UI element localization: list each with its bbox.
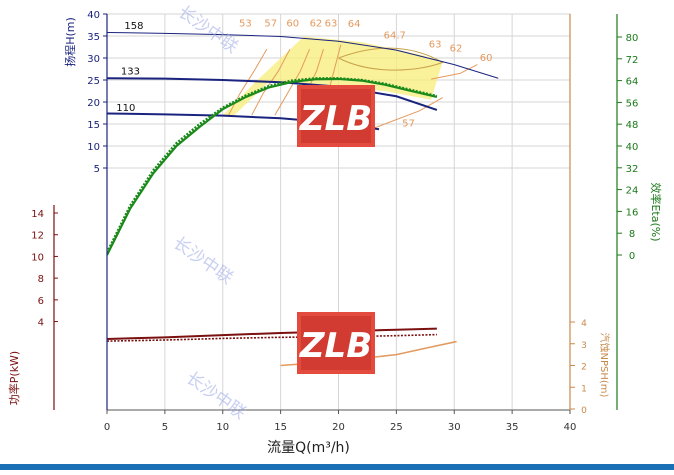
- head-tick-label: 5: [94, 164, 100, 175]
- head-axis-title: 扬程H(m): [63, 17, 77, 67]
- zlb-logo: ZLB: [297, 312, 375, 374]
- x-tick-label: 25: [390, 422, 403, 433]
- iso-efficiency-label: 62: [310, 18, 323, 29]
- power-tick-label: 6: [38, 296, 44, 307]
- power-tick-label: 12: [31, 231, 44, 242]
- axis-layer: 0 5 10 15 20 25 30 35 40流量Q(m³/h)510152025303540…: [7, 10, 663, 456]
- x-tick-label: 15: [274, 422, 287, 433]
- x-tick-label: 35: [506, 422, 519, 433]
- x-tick-label: 30: [448, 422, 461, 433]
- zlb-logo: ZLB: [297, 85, 375, 147]
- efficiency-tick-label: 24: [626, 186, 639, 197]
- efficiency-curve: [107, 77, 438, 254]
- iso-efficiency-label: 57: [264, 18, 277, 29]
- iso-efficiency-loop: [338, 47, 444, 71]
- iso-efficiency-label: 60: [286, 18, 299, 29]
- efficiency-tick-label: 16: [626, 207, 639, 218]
- iso-efficiency-label: 64: [348, 19, 361, 30]
- logo-text: ZLB: [299, 326, 372, 366]
- head-tick-label: 25: [87, 76, 100, 87]
- head-curve-label-158: 158: [124, 21, 143, 32]
- head-tick-label: 40: [87, 10, 100, 21]
- power-tick-label: 8: [38, 274, 44, 285]
- head-tick-label: 20: [87, 98, 100, 109]
- x-tick-label: 40: [564, 422, 577, 433]
- head-curve-label-110: 110: [116, 103, 135, 114]
- logo-inner: [301, 89, 371, 143]
- iso-efficiency-label: 62: [450, 43, 463, 54]
- x-tick-label: 20: [332, 422, 345, 433]
- npsh-tick-label: 0: [581, 406, 587, 416]
- power-tick-label: 4: [38, 318, 44, 329]
- power-tick-label: 14: [31, 209, 44, 220]
- iso-efficiency-label: 57: [402, 119, 415, 130]
- logo-inner: [301, 316, 371, 370]
- efficiency-tick-label: 48: [626, 120, 639, 131]
- iso-efficiency-label: 63: [429, 39, 442, 50]
- npsh-axis-title: 汽蚀NPSH(m): [598, 333, 611, 398]
- head-curve-158: [107, 31, 499, 79]
- iso-efficiency-contour: [373, 97, 443, 129]
- efficiency-tick-label: 0: [629, 251, 635, 262]
- x-tick-label: 10: [216, 422, 229, 433]
- power-curve: [107, 333, 437, 342]
- npsh-tick-label: 2: [581, 363, 587, 373]
- bottom-accent-bar: [0, 464, 674, 470]
- iso-efficiency-label: 64.7: [384, 31, 406, 42]
- power-axis-title: 功率P(kW): [7, 351, 21, 405]
- iso-efficiency-contour: [431, 64, 478, 80]
- npsh-tick-label: 3: [581, 341, 587, 351]
- head-tick-label: 30: [87, 54, 100, 65]
- efficiency-tick-label: 56: [626, 98, 639, 109]
- npsh-tick-label: 4: [581, 319, 587, 329]
- efficiency-tick-label: 72: [626, 55, 639, 66]
- efficiency-tick-label: 32: [626, 164, 639, 175]
- head-tick-label: 15: [87, 120, 100, 131]
- x-tick-label: 5: [162, 422, 168, 433]
- efficiency-tick-label: 80: [626, 33, 639, 44]
- iso-efficiency-label: 63: [325, 18, 338, 29]
- x-axis-title: 流量Q(m³/h): [267, 440, 350, 456]
- efficiency-axis-title: 效率Eta(%): [649, 182, 663, 241]
- efficiency-tick-label: 64: [626, 77, 639, 88]
- head-curve-label-133: 133: [121, 67, 140, 78]
- power-curve: [107, 327, 437, 340]
- efficiency-tick-label: 8: [629, 229, 635, 240]
- npsh-tick-label: 1: [581, 384, 587, 394]
- head-tick-label: 35: [87, 32, 100, 43]
- iso-efficiency-label: 53: [239, 18, 252, 29]
- efficiency-tick-label: 40: [626, 142, 639, 153]
- logo-text: ZLB: [299, 99, 372, 139]
- x-tick-label: 0: [104, 422, 110, 433]
- power-tick-label: 10: [31, 252, 44, 263]
- head-tick-label: 10: [87, 142, 100, 153]
- iso-efficiency-label: 60: [480, 53, 493, 64]
